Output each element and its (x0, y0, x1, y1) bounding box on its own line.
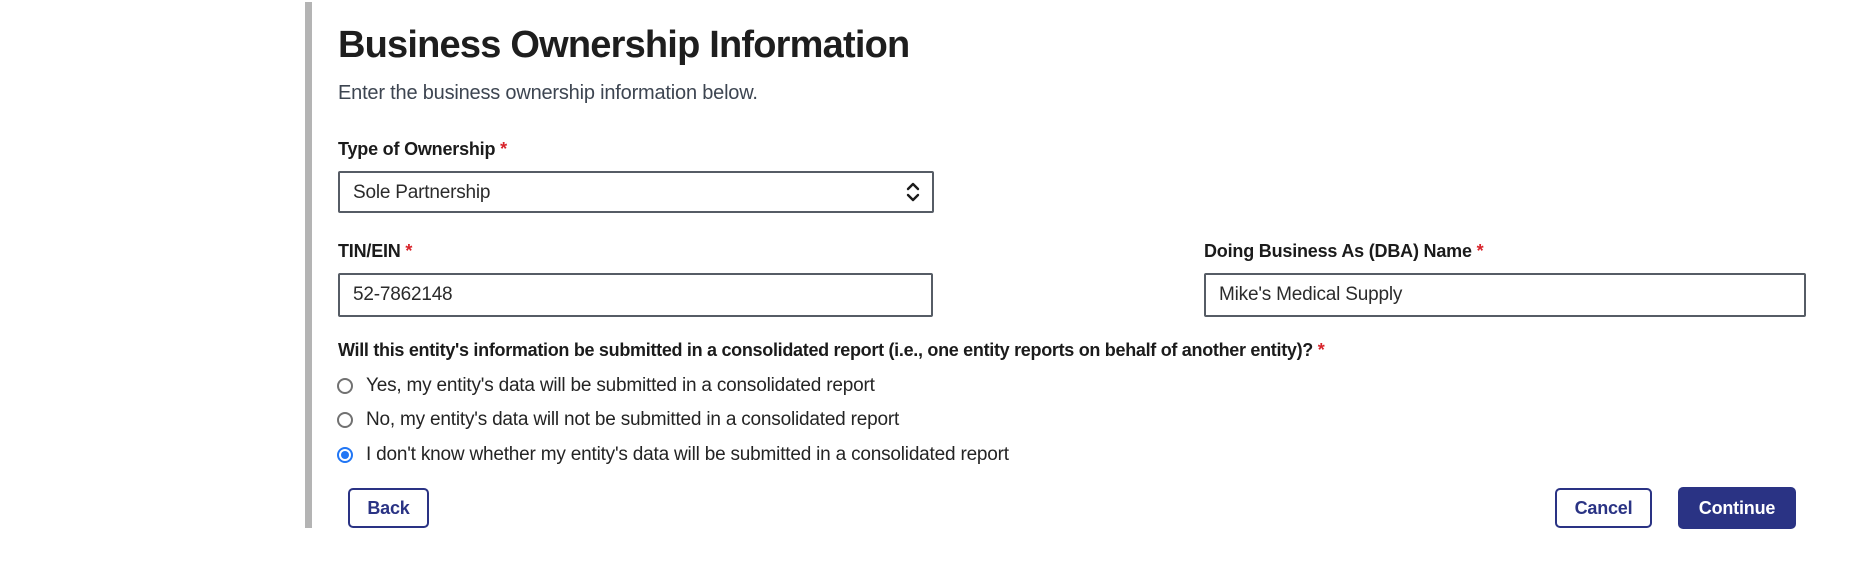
radio-option-yes[interactable]: Yes, my entity's data will be submitted … (337, 375, 875, 397)
radio-option-no[interactable]: No, my entity's data will not be submitt… (337, 409, 899, 431)
type-of-ownership-select-wrap: Sole Partnership (338, 171, 934, 213)
radio-yes-input[interactable] (337, 378, 353, 394)
radio-dont-know-input[interactable] (337, 447, 353, 463)
consolidated-report-question-text: Will this entity's information be submit… (338, 340, 1313, 360)
required-asterisk: * (1476, 241, 1484, 261)
tin-ein-label: TIN/EIN * (338, 241, 412, 262)
radio-yes-label: Yes, my entity's data will be submitted … (366, 375, 875, 396)
dba-name-label-text: Doing Business As (DBA) Name (1204, 241, 1472, 261)
radio-option-dont-know[interactable]: I don't know whether my entity's data wi… (337, 444, 1009, 466)
dba-name-label: Doing Business As (DBA) Name * (1204, 241, 1484, 262)
left-panel-divider (305, 2, 312, 528)
tin-ein-label-text: TIN/EIN (338, 241, 401, 261)
tin-ein-input[interactable] (338, 273, 933, 317)
page-title: Business Ownership Information (338, 24, 910, 66)
required-asterisk: * (500, 139, 507, 159)
dba-name-input[interactable] (1204, 273, 1806, 317)
type-of-ownership-select[interactable]: Sole Partnership (338, 171, 934, 213)
required-asterisk: * (405, 241, 413, 261)
type-of-ownership-label-text: Type of Ownership (338, 139, 496, 159)
radio-dont-know-label: I don't know whether my entity's data wi… (366, 444, 1009, 465)
radio-no-input[interactable] (337, 412, 353, 428)
cancel-button[interactable]: Cancel (1555, 488, 1652, 528)
continue-button[interactable]: Continue (1678, 487, 1796, 529)
type-of-ownership-label: Type of Ownership * (338, 139, 507, 160)
required-asterisk: * (1317, 340, 1325, 360)
radio-no-label: No, my entity's data will not be submitt… (366, 409, 900, 430)
consolidated-report-question: Will this entity's information be submit… (338, 340, 1325, 361)
page-subtitle: Enter the business ownership information… (338, 82, 758, 104)
back-button[interactable]: Back (348, 488, 429, 528)
